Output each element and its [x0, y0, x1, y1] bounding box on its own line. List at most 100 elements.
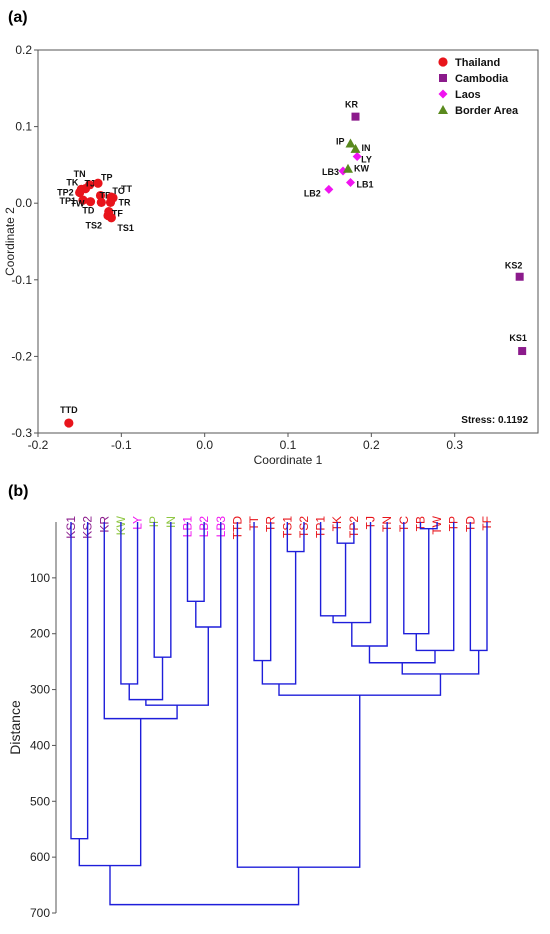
point-label-lb3: LB3 — [322, 167, 339, 177]
point-label-ts2: TS2 — [85, 220, 102, 230]
point-ks2 — [515, 272, 524, 281]
x-tick-label: -0.2 — [28, 438, 49, 452]
link-n24 — [236, 522, 361, 868]
point-label-td: TD — [82, 205, 94, 215]
series-cambodia: KR KS2 KS1 — [345, 100, 527, 356]
x-tick-label: 0.2 — [363, 438, 380, 452]
link-n4 — [186, 522, 205, 603]
link-n11 — [469, 522, 488, 652]
point-label-tc: TC — [112, 186, 124, 196]
point-ly — [352, 151, 362, 161]
point-label-tw: TW — [71, 199, 85, 209]
point-label-kw: KW — [354, 164, 369, 174]
point-label-kr: KR — [345, 100, 358, 110]
point-lb1 — [346, 178, 355, 188]
link-n10 — [415, 522, 455, 652]
point-tr — [105, 197, 116, 208]
point-label-tp: TP — [101, 172, 113, 182]
link-n19 — [128, 657, 164, 701]
link-n25 — [109, 865, 300, 906]
dendrogram: 100 200 300 400 500 600 700 Distance KS1 KS2 KR KW L… — [7, 515, 494, 920]
point-ks1 — [518, 347, 527, 356]
y-tick-label: 500 — [30, 794, 50, 808]
link-n12 — [153, 522, 172, 658]
legend-label-border-area: Border Area — [455, 105, 519, 117]
legend-marker-thailand — [438, 57, 448, 67]
y-axis-title: Coordinate 2 — [3, 207, 17, 276]
point-ttd — [64, 418, 74, 428]
stress-annotation: Stress: 0.1192 — [461, 415, 528, 426]
y-tick-label: -0.3 — [11, 426, 32, 440]
legend-marker-laos — [438, 89, 448, 99]
leaf-label-ip: IP — [147, 516, 161, 527]
point-label-ip: IP — [336, 136, 345, 146]
link-n21 — [103, 522, 178, 720]
point-tb — [95, 190, 106, 201]
link-n9 — [351, 522, 388, 647]
point-label-tb: TB — [100, 191, 112, 201]
legend-marker-cambodia — [439, 74, 447, 82]
x-tick-label: -0.1 — [111, 438, 132, 452]
link-n23 — [78, 718, 142, 867]
point-tp2 — [75, 187, 85, 198]
link-n16 — [120, 522, 139, 685]
legend: Thailand Cambodia Laos Border Area — [438, 57, 519, 117]
panel-b-label: (b) — [8, 483, 28, 500]
panel-a-label: (a) — [8, 9, 28, 26]
x-tick-label: 0.3 — [446, 438, 463, 452]
point-ip — [345, 138, 356, 148]
link-n15 — [401, 650, 480, 675]
legend-label-laos: Laos — [455, 89, 481, 101]
point-td — [96, 197, 106, 208]
point-label-ly: LY — [361, 154, 372, 164]
y-tick-label: 0.1 — [15, 120, 32, 134]
link-n18 — [278, 673, 442, 696]
legend-label-thailand: Thailand — [455, 57, 500, 69]
link-n13 — [253, 522, 272, 662]
link-n7 — [195, 522, 222, 628]
point-tw — [85, 197, 96, 207]
point-kw — [343, 163, 353, 173]
link-n3 — [286, 522, 305, 553]
point-label-ks1: KS1 — [509, 333, 527, 343]
x-tick-label: 0.0 — [196, 438, 213, 452]
y-tick-label: 100 — [30, 571, 50, 585]
point-label-tj: TJ — [85, 179, 96, 189]
point-label-lb1: LB1 — [357, 180, 374, 190]
y-axis-title: Distance — [7, 700, 23, 755]
link-n17 — [261, 551, 297, 685]
series-border-area: IP IN KW — [336, 136, 371, 173]
y-tick-label: 300 — [30, 683, 50, 697]
leaf-labels: KS1 KS2 KR KW LY IP IN LB1 LB2 LB3 TTD TT TR TS1 TS2 TP… — [64, 515, 494, 539]
point-label-tt: TT — [121, 184, 132, 194]
point-label-ks2: KS2 — [505, 261, 523, 271]
y-tick-label: 200 — [30, 627, 50, 641]
y-tick-label: -0.1 — [11, 273, 32, 287]
link-n22 — [70, 522, 89, 840]
legend-label-cambodia: Cambodia — [455, 73, 509, 85]
point-label-ttd: TTD — [60, 405, 78, 415]
y-tick-label: 0.2 — [15, 43, 32, 57]
point-ts1 — [106, 213, 116, 223]
y-tick-label: 600 — [30, 850, 50, 864]
point-label-tk: TK — [66, 177, 78, 187]
point-label-tp1: TP1 — [59, 196, 76, 206]
y-tick-label: -0.2 — [11, 349, 32, 363]
point-label-ts1: TS1 — [117, 223, 134, 233]
point-label-tr: TR — [119, 197, 131, 207]
point-label-in: IN — [362, 143, 371, 153]
point-kr — [351, 112, 360, 121]
mds-scatter-plot: -0.2 -0.1 0.0 0.1 0.2 0.3-0.3-0.2-0.10.00.10.… — [3, 43, 539, 467]
point-in — [350, 143, 361, 153]
point-tp1 — [78, 195, 88, 205]
link-n8 — [403, 522, 430, 635]
x-axis-title: Coordinate 1 — [254, 453, 323, 467]
legend-marker-border-area — [438, 105, 448, 114]
point-label-lb2: LB2 — [304, 188, 321, 198]
link-n14 — [368, 646, 436, 664]
point-label-tp2: TP2 — [57, 187, 74, 197]
y-tick-label: 0.0 — [15, 196, 32, 210]
